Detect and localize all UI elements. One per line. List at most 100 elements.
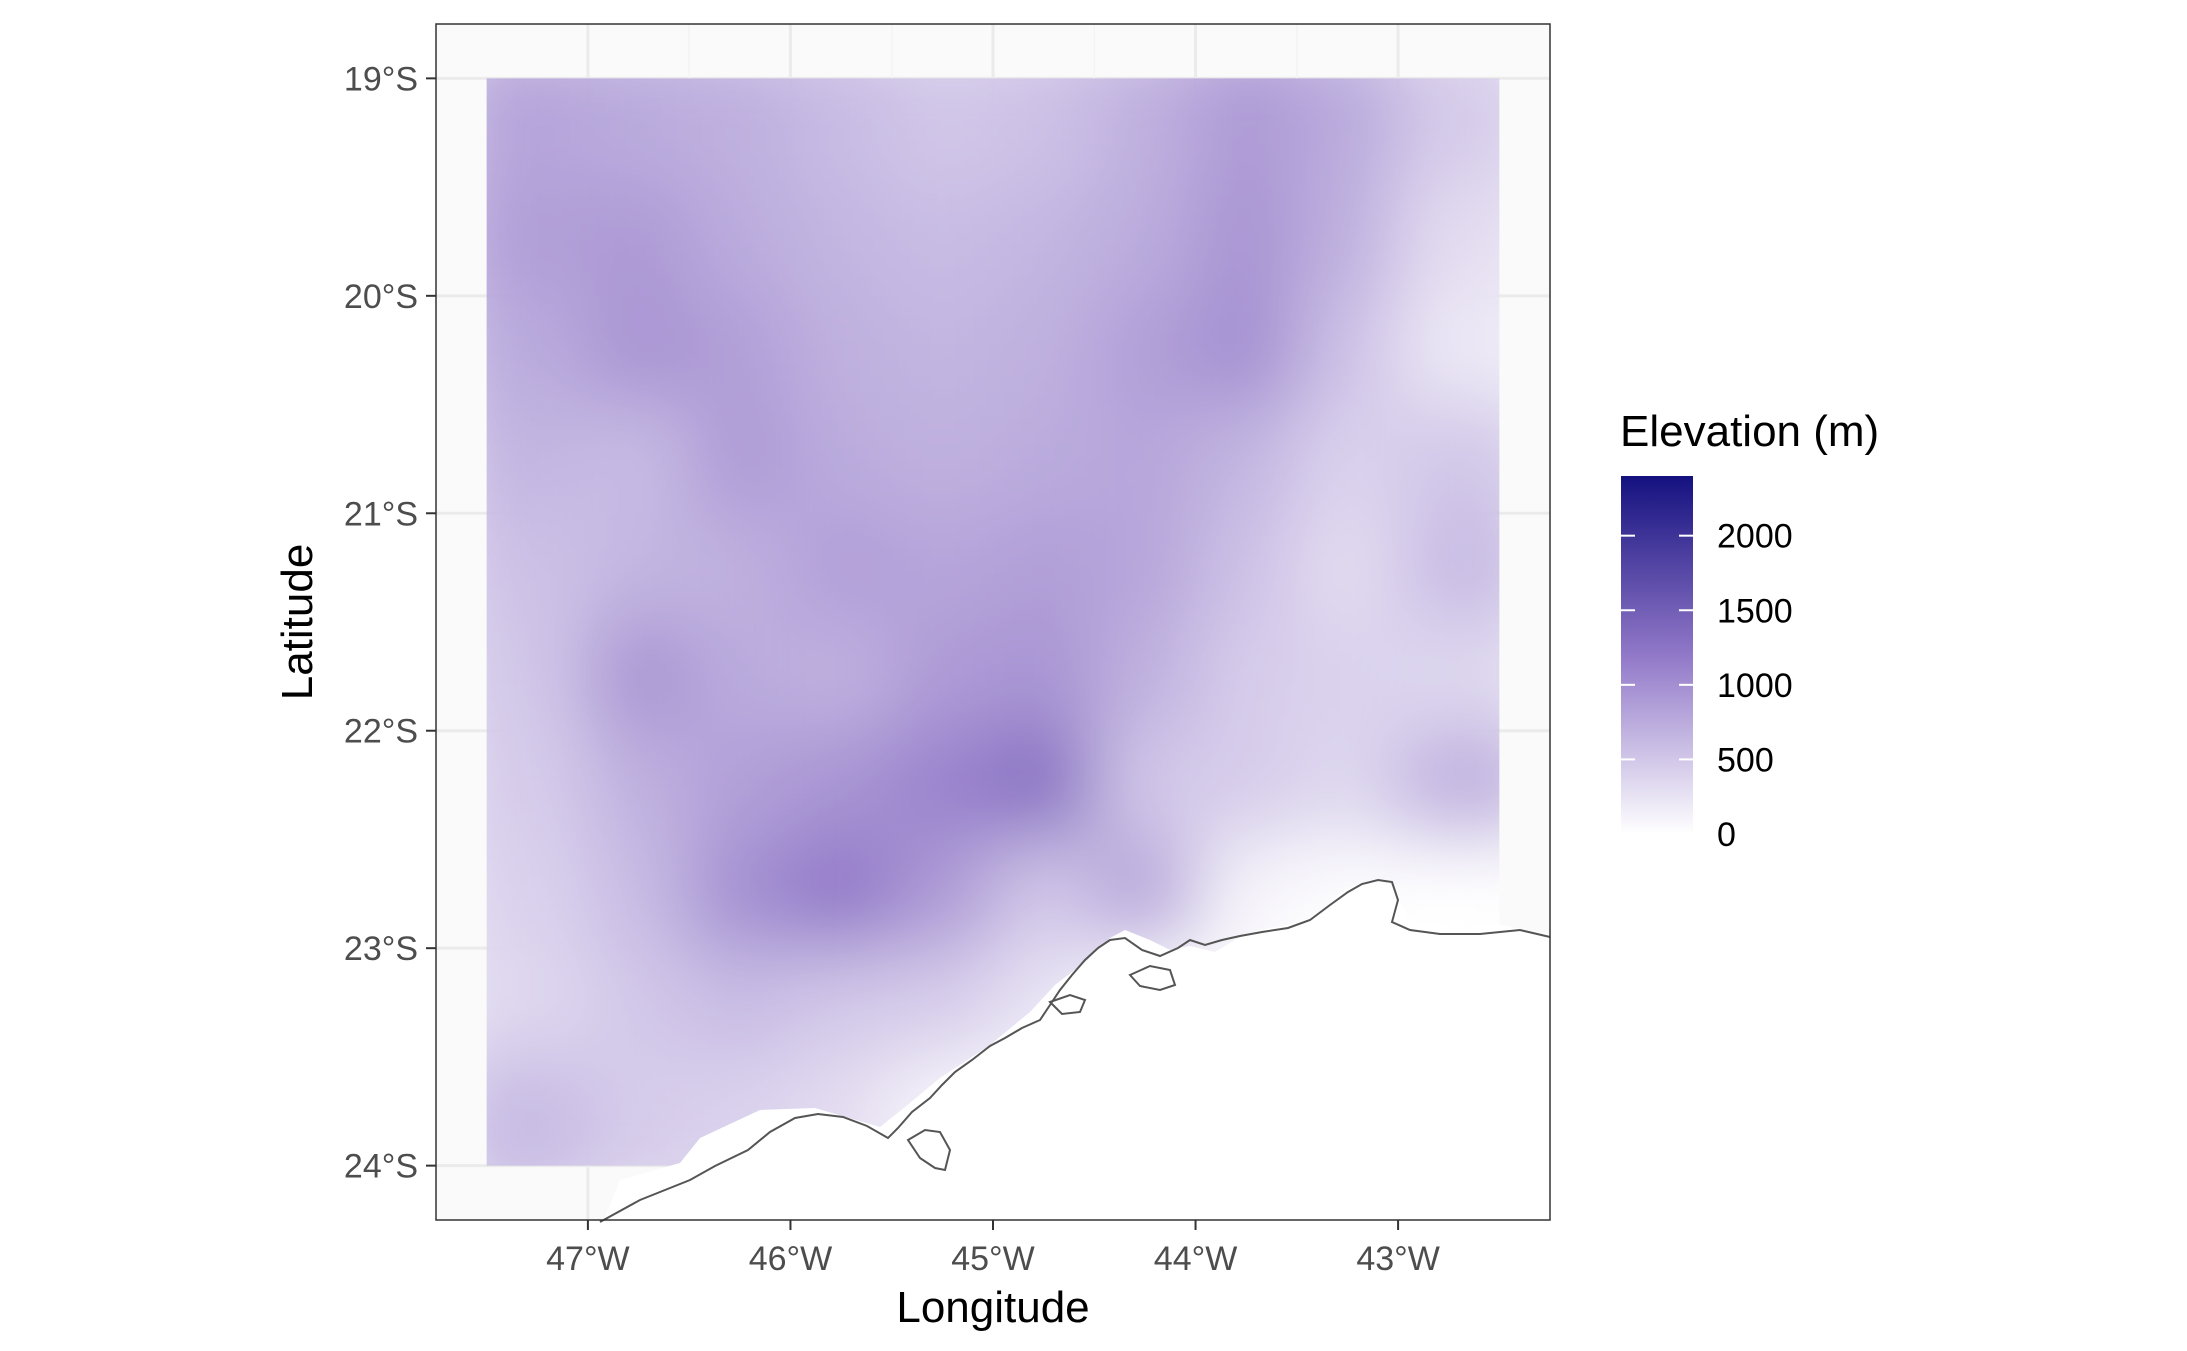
elevation-cell bbox=[1094, 513, 1197, 623]
elevation-cell bbox=[486, 622, 589, 732]
coastline-path bbox=[599, 878, 1551, 1223]
elevation-cell bbox=[689, 78, 792, 189]
y-axis-title: Latitude bbox=[273, 544, 322, 701]
elevation-cell bbox=[1094, 730, 1197, 841]
elevation-cell bbox=[790, 948, 893, 1058]
y-tick-label: 24°S bbox=[344, 1148, 418, 1186]
elevation-cell bbox=[790, 187, 893, 297]
elevation-cell bbox=[993, 187, 1096, 297]
elevation-cell bbox=[993, 730, 1096, 841]
y-tick-label: 21°S bbox=[344, 495, 418, 533]
y-tick-label: 22°S bbox=[344, 713, 418, 751]
elevation-cell bbox=[1398, 404, 1500, 515]
elevation-cell bbox=[1398, 187, 1500, 297]
elevation-cell bbox=[790, 730, 893, 841]
coastline-island-sao-sebastiao bbox=[906, 1128, 952, 1172]
ocean-area bbox=[600, 880, 1550, 1230]
elevation-cell bbox=[891, 78, 994, 189]
elevation-cell bbox=[486, 187, 589, 297]
elevation-cell bbox=[689, 295, 792, 406]
x-tick-label: 43°W bbox=[1356, 1240, 1440, 1278]
coastline-island-ubatuba bbox=[1048, 993, 1087, 1016]
y-tick-label: 23°S bbox=[344, 930, 418, 968]
elevation-cell bbox=[891, 404, 994, 515]
elevation-cell bbox=[1195, 404, 1298, 515]
elevation-cell bbox=[790, 78, 893, 189]
elevation-cell bbox=[587, 78, 691, 189]
elevation-cell bbox=[587, 730, 691, 841]
elevation-cell bbox=[1296, 78, 1400, 189]
elevation-cell bbox=[486, 839, 589, 950]
legend-label: 1000 bbox=[1717, 667, 1793, 705]
elevation-cell bbox=[486, 78, 589, 189]
elevation-cell bbox=[1398, 78, 1500, 189]
elevation-cell bbox=[1195, 187, 1298, 297]
elevation-cell bbox=[1094, 295, 1197, 406]
x-axis: 47°W 46°W 45°W 44°W 43°W bbox=[546, 1220, 1440, 1278]
elevation-cell bbox=[587, 404, 691, 515]
elevation-cell bbox=[587, 295, 691, 406]
elevation-cell bbox=[790, 295, 893, 406]
elevation-cell bbox=[790, 839, 893, 950]
legend: Elevation (m) 2000 1500 1000 500 0 bbox=[1620, 407, 1879, 854]
y-axis: 19°S 20°S 21°S 22°S 23°S 24°S bbox=[344, 60, 436, 1186]
x-axis-title: Longitude bbox=[896, 1283, 1089, 1332]
elevation-cell bbox=[790, 513, 893, 623]
elevation-cell bbox=[891, 187, 994, 297]
legend-label: 1500 bbox=[1717, 592, 1793, 630]
elevation-cell bbox=[790, 622, 893, 732]
elevation-cell bbox=[689, 839, 792, 950]
elevation-cell bbox=[689, 187, 792, 297]
elevation-cell bbox=[1296, 730, 1400, 841]
elevation-cell bbox=[689, 622, 792, 732]
elevation-cell bbox=[891, 839, 994, 950]
elevation-cell bbox=[1094, 187, 1197, 297]
elevation-cell bbox=[1398, 513, 1500, 623]
elevation-cell bbox=[891, 295, 994, 406]
elevation-cell bbox=[891, 730, 994, 841]
elevation-cell bbox=[1195, 295, 1298, 406]
elevation-cell bbox=[1398, 730, 1500, 841]
elevation-cell bbox=[1296, 513, 1400, 623]
elevation-cell bbox=[587, 513, 691, 623]
elevation-cell bbox=[1094, 839, 1197, 950]
elevation-cell bbox=[689, 404, 792, 515]
x-tick-label: 45°W bbox=[951, 1240, 1035, 1278]
elevation-cell bbox=[486, 730, 589, 841]
elevation-cell bbox=[486, 1056, 589, 1166]
coastline-island-ilha-grande bbox=[1128, 964, 1177, 992]
elevation-cell bbox=[587, 1056, 691, 1166]
y-tick-label: 20°S bbox=[344, 278, 418, 316]
elevation-cell bbox=[587, 948, 691, 1058]
elevation-cell bbox=[1296, 295, 1400, 406]
elevation-cell bbox=[486, 948, 589, 1058]
elevation-cell bbox=[993, 295, 1096, 406]
elevation-cell bbox=[689, 513, 792, 623]
elevation-cell bbox=[993, 404, 1096, 515]
elevation-cell bbox=[1296, 187, 1400, 297]
legend-label: 2000 bbox=[1717, 518, 1793, 556]
x-tick-label: 44°W bbox=[1154, 1240, 1238, 1278]
elevation-cell bbox=[891, 948, 994, 1058]
legend-colorbar bbox=[1621, 476, 1693, 834]
elevation-cell bbox=[1094, 622, 1197, 732]
elevation-cell bbox=[587, 839, 691, 950]
x-tick-label: 46°W bbox=[749, 1240, 833, 1278]
coastline bbox=[599, 878, 1551, 1223]
elevation-cell bbox=[1398, 622, 1500, 732]
elevation-cell bbox=[486, 295, 589, 406]
ocean-mask bbox=[600, 880, 1550, 1230]
legend-title: Elevation (m) bbox=[1620, 407, 1879, 456]
elevation-cell bbox=[1094, 78, 1197, 189]
elevation-cell bbox=[1195, 513, 1298, 623]
elevation-cell bbox=[993, 622, 1096, 732]
x-tick-label: 47°W bbox=[546, 1240, 630, 1278]
legend-label: 0 bbox=[1717, 816, 1736, 854]
elevation-cell bbox=[689, 948, 792, 1058]
elevation-cell bbox=[790, 404, 893, 515]
elevation-cell bbox=[689, 730, 792, 841]
elevation-cell bbox=[587, 622, 691, 732]
y-tick-label: 19°S bbox=[344, 60, 418, 98]
elevation-cell bbox=[587, 187, 691, 297]
